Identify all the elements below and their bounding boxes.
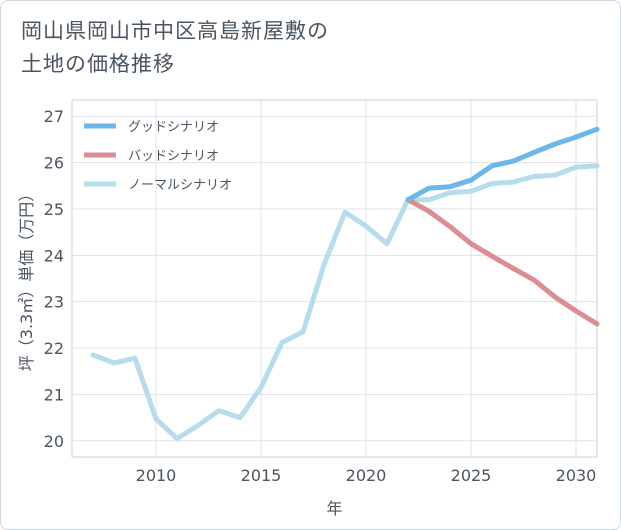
y-tick-label: 25 <box>44 200 64 219</box>
x-tick-label: 2010 <box>136 466 177 485</box>
y-tick-label: 26 <box>44 154 64 173</box>
chart-title: 岡山県岡山市中区高島新屋敷の 土地の価格推移 <box>21 15 329 81</box>
x-tick-label: 2015 <box>241 466 282 485</box>
series-line-0 <box>405 126 600 203</box>
y-tick-label: 24 <box>44 246 64 265</box>
legend-label: ノーマルシナリオ <box>128 178 232 193</box>
y-axis-label: 坪（3.3㎡）単価（万円） <box>17 186 36 371</box>
x-axis-label: 年 <box>326 499 342 518</box>
y-tick-label: 22 <box>44 339 64 358</box>
x-tick-label: 2025 <box>451 466 492 485</box>
y-tick-label: 21 <box>44 385 64 404</box>
chart-title-line1: 岡山県岡山市中区高島新屋敷の <box>21 19 329 43</box>
legend-label: グッドシナリオ <box>128 120 219 135</box>
y-tick-label: 20 <box>44 432 64 451</box>
series-line-2 <box>90 163 600 441</box>
y-tick-label: 23 <box>44 293 64 312</box>
chart-title-line2: 土地の価格推移 <box>21 52 175 76</box>
series-line-1 <box>405 197 600 327</box>
x-tick-label: 2030 <box>556 466 597 485</box>
y-tick-label: 27 <box>44 107 64 126</box>
x-tick-label: 2020 <box>346 466 387 485</box>
legend-label: バッドシナリオ <box>128 149 219 164</box>
